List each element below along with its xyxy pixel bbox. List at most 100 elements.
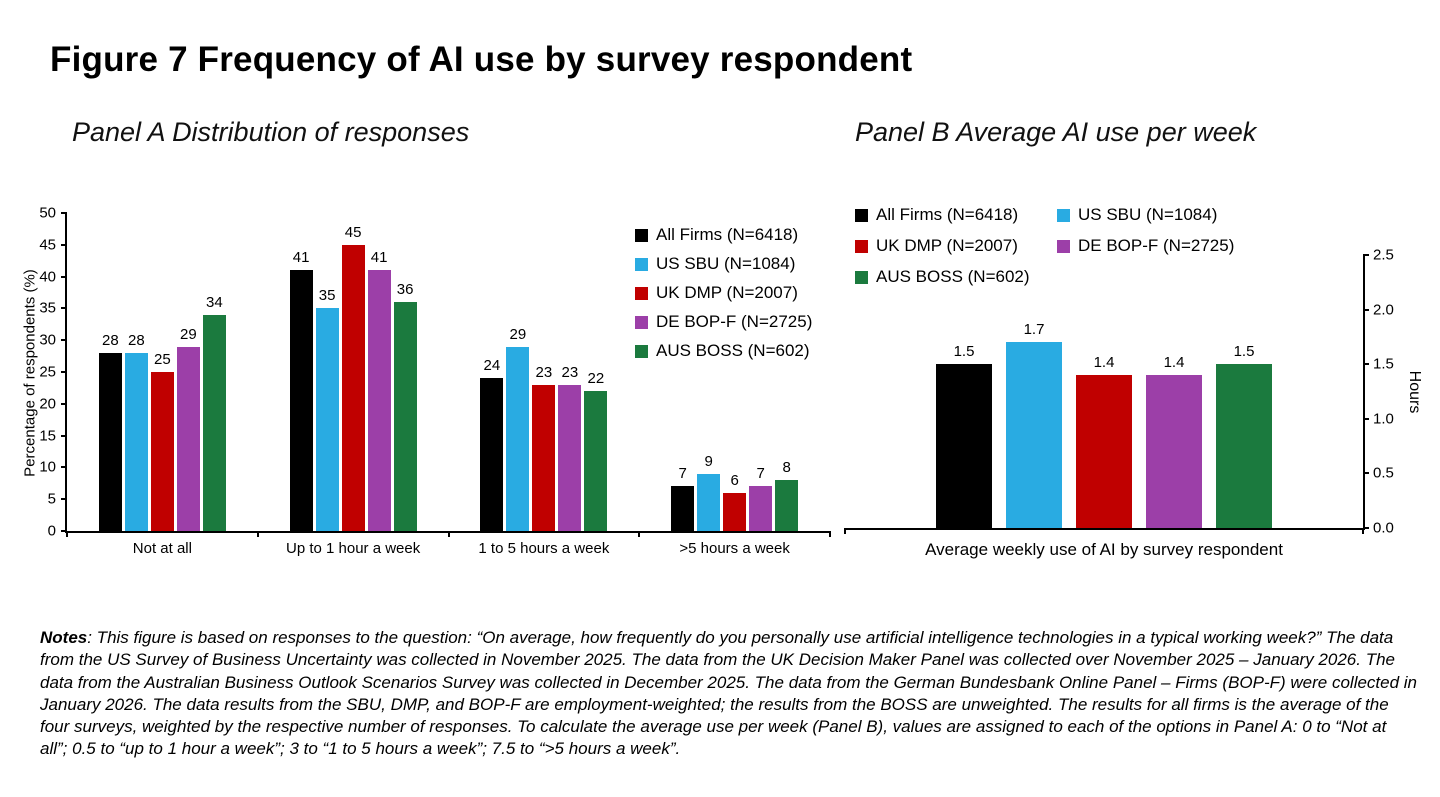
legend-swatch: [635, 315, 648, 329]
legend-item: AUS BOSS (N=602): [635, 341, 812, 361]
bar: 29: [176, 326, 200, 531]
panel-a-title: Panel A Distribution of responses: [72, 117, 470, 147]
legend-swatch: [1057, 208, 1070, 222]
y-axis-tick-mark: [1363, 417, 1369, 420]
legend-item: US SBU (N=1084): [635, 254, 812, 274]
bar-value-label: 22: [587, 370, 605, 388]
bar: 23: [532, 364, 556, 531]
figure-notes: Notes: This figure is based on responses…: [40, 627, 1418, 761]
x-axis-tick-mark: [1362, 528, 1364, 534]
bar-value-label: 8: [782, 459, 791, 477]
legend-item: All Firms (N=6418): [635, 225, 812, 245]
legend-item: US SBU (N=1084): [1057, 205, 1234, 225]
panel-b-y-axis-title: Hours: [1406, 370, 1423, 414]
bar-value-label: 34: [206, 293, 223, 311]
bar: 36: [393, 281, 417, 531]
bar-group: 7 9 6 7 8 >5 hours a week: [671, 213, 799, 557]
y-axis-tick-mark: [1363, 308, 1369, 311]
y-axis-tick-label: 0.5: [1373, 464, 1394, 482]
bar: 7: [671, 465, 695, 531]
y-axis-tick-mark: [61, 402, 67, 405]
bar-value-label: 9: [704, 452, 713, 470]
notes-label: Notes: [40, 628, 88, 647]
legend-label: UK DMP (N=2007): [656, 283, 798, 302]
y-axis-tick-label: 10: [39, 458, 56, 476]
bar: 1.5: [936, 343, 992, 528]
panel-a-legend: All Firms (N=6418) US SBU (N=1084) UK DMP …: [635, 225, 812, 361]
x-axis-tick-mark: [256, 531, 259, 537]
bar-groups: 28 28 25 29 34 Not at all 41 35 45 41 36 Up to 1 ho…: [67, 213, 830, 557]
y-axis-tick-label: 1.0: [1373, 410, 1394, 428]
bar-group: 41 35 45 41 36 Up to 1 hour a week: [286, 213, 420, 557]
x-axis-tick-mark: [829, 531, 831, 537]
legend-label: UK DMP (N=2007): [876, 236, 1018, 255]
y-axis-tick-mark: [61, 466, 67, 469]
panel-b-title: Panel B Average AI use per week: [855, 117, 1257, 147]
bar: 35: [315, 287, 339, 531]
y-axis-tick-mark: [1363, 363, 1369, 366]
bar: 45: [341, 224, 365, 531]
y-axis-tick-label: 2.0: [1373, 301, 1394, 319]
y-axis-tick-mark: [61, 498, 67, 501]
bar: 29: [506, 326, 530, 531]
x-axis-tick-mark: [447, 531, 450, 537]
category-axis-label: Average weekly use of AI by survey respo…: [925, 540, 1283, 559]
bar-value-label: 7: [678, 465, 687, 483]
legend-swatch: [635, 286, 648, 300]
bar: 25: [150, 351, 174, 531]
bar-value-label: 29: [180, 325, 197, 343]
y-axis-tick-label: 40: [39, 268, 56, 286]
legend-swatch: [635, 257, 648, 271]
bar-value-label: 1.5: [953, 343, 975, 361]
bar-value-label: 45: [344, 223, 362, 241]
bar-value-label: 23: [535, 363, 553, 381]
y-axis-tick-label: 0.0: [1373, 519, 1394, 537]
bar-value-label: 1.4: [1163, 354, 1185, 372]
legend-label: AUS BOSS (N=602): [876, 267, 1030, 286]
bar-value-label: 41: [292, 249, 310, 267]
y-axis-tick-mark: [61, 530, 67, 532]
category-axis-label: Up to 1 hour a week: [286, 540, 421, 557]
y-axis-tick-label: 15: [39, 427, 56, 445]
legend-item: All Firms (N=6418): [855, 205, 1055, 225]
bar: 23: [558, 364, 582, 531]
legend-label: US SBU (N=1084): [656, 254, 796, 273]
category-axis-label: Not at all: [132, 540, 192, 557]
y-axis-tick-mark: [1363, 472, 1369, 475]
bar: 22: [584, 370, 608, 531]
x-axis-tick-mark: [638, 531, 641, 537]
y-axis-tick-label: 45: [39, 236, 56, 254]
y-axis-tick-mark: [61, 371, 67, 373]
legend-item: DE BOP-F (N=2725): [1057, 236, 1234, 256]
bar: 1.4: [1146, 354, 1202, 528]
legend-item: UK DMP (N=2007): [855, 236, 1055, 256]
bar: 7: [749, 465, 773, 531]
notes-text: : This figure is based on responses to t…: [40, 628, 1418, 759]
category-axis-label: 1 to 5 hours a week: [478, 540, 610, 557]
panel-b-legend: All Firms (N=6418) US SBU (N=1084) UK DMP …: [855, 205, 1234, 287]
bar: 9: [697, 453, 721, 531]
panel-a-plot-area: 0 5 10 15 20 25 30 35 40 45 50 28 28 25 29 34 Not at all…: [39, 206, 831, 557]
y-axis-tick-mark: [61, 275, 67, 278]
bar-value-label: 1.7: [1023, 321, 1045, 339]
panel-b-plot-area: 0.0 0.5 1.0 1.5 2.0 2.5 1.5 1.7 1.4 1.4 1.5 Average…: [844, 248, 1394, 559]
bar-value-label: 41: [370, 249, 388, 267]
bar: 1.5: [1216, 343, 1272, 528]
bar: 6: [723, 472, 747, 531]
bar: 41: [289, 249, 313, 531]
bar: 8: [775, 459, 799, 531]
legend-swatch: [855, 270, 868, 284]
bar-value-label: 36: [396, 281, 414, 299]
bar: 34: [202, 294, 226, 531]
category-axis-label: >5 hours a week: [679, 540, 790, 557]
legend-swatch: [1057, 239, 1070, 253]
bar: 24: [480, 357, 504, 531]
y-axis-tick-label: 5: [47, 490, 56, 508]
bar: 1.4: [1076, 354, 1132, 528]
y-axis-tick-mark: [61, 212, 67, 214]
y-axis-tick-mark: [61, 434, 67, 437]
bar: 28: [98, 332, 122, 531]
bar-value-label: 29: [509, 325, 527, 343]
bar-value-label: 7: [756, 465, 765, 483]
y-axis-tick-label: 30: [39, 331, 56, 349]
